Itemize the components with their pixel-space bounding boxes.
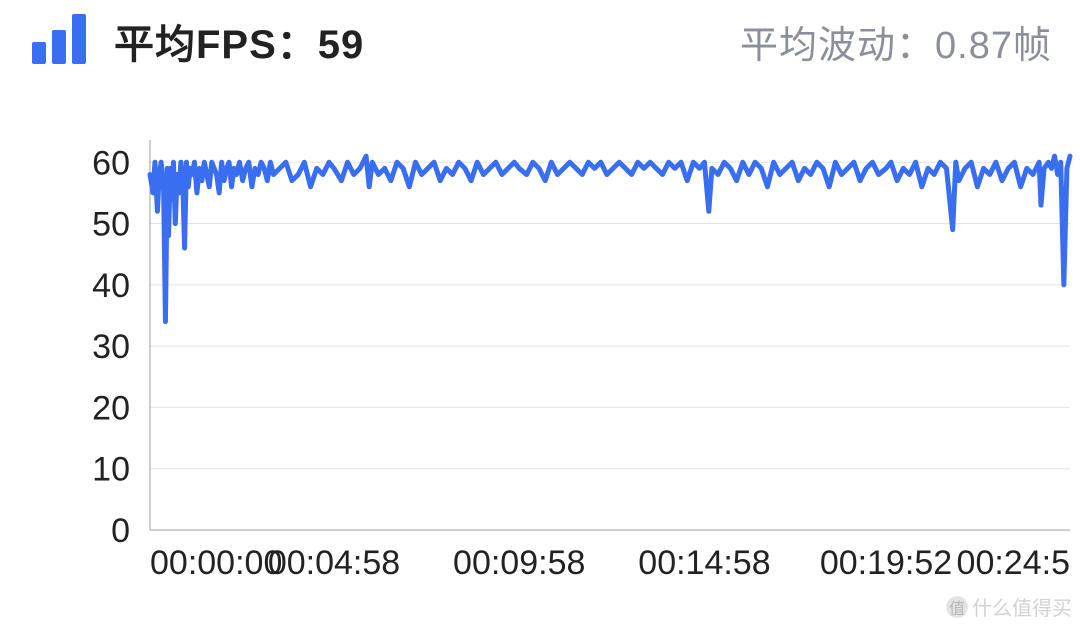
svg-text:30: 30 [92,328,130,366]
svg-text:20: 20 [92,389,130,427]
svg-text:40: 40 [92,267,130,305]
avg-fluctuation-label: 平均波动：0.87帧 [740,14,1052,69]
chart-header: 平均FPS：59 平均波动：0.87帧 [0,0,1080,82]
svg-text:00:19:52: 00:19:52 [820,544,952,582]
svg-text:00:14:58: 00:14:58 [638,544,770,582]
avg-fps-prefix: 平均FPS： [114,23,318,67]
bar-chart-icon [28,12,90,70]
svg-text:50: 50 [92,206,130,244]
svg-text:00:00:00: 00:00:00 [150,544,282,582]
avg-fps-value: 59 [318,23,365,67]
svg-text:10: 10 [92,451,130,489]
avg-fluctuation-value: 0.87帧 [935,25,1052,67]
svg-text:00:04:58: 00:04:58 [268,544,400,582]
svg-text:60: 60 [92,144,130,182]
header-left: 平均FPS：59 [28,12,364,70]
avg-fps-label: 平均FPS：59 [114,12,364,70]
avg-fluctuation-prefix: 平均波动： [740,25,935,67]
svg-text:0: 0 [111,512,130,550]
fps-chart: 0 10 20 30 40 50 60 00:00:0000:04:58 00:09:58 00:… [0,90,1080,627]
svg-text:00:09:58: 00:09:58 [453,544,585,582]
fps-chart-svg: 0 10 20 30 40 50 60 00:00:0000:04:58 00:09:58 00:… [0,90,1080,610]
svg-text:00:24:5: 00:24:5 [957,544,1070,582]
